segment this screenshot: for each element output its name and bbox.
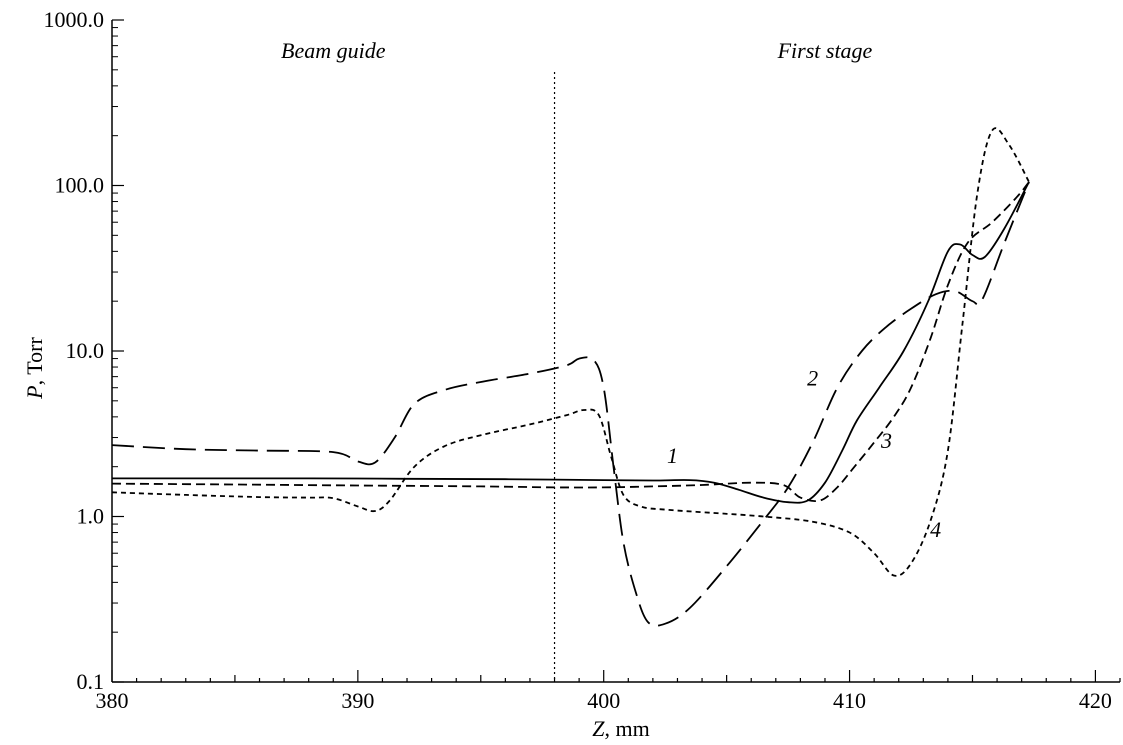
y-tick-label: 1.0: [77, 504, 105, 529]
x-axis-unit: , mm: [605, 716, 650, 741]
y-axis-title: P, Torr: [22, 337, 47, 400]
y-tick-label: 100.0: [55, 173, 105, 198]
series-line-3: [111, 181, 1030, 503]
series-line-4: [111, 127, 1030, 577]
series-labels: 1 2 3 4: [667, 365, 941, 542]
series-line-2: [111, 181, 1030, 627]
region-label: First stage: [777, 38, 873, 63]
tick-labels: 380 390 400 410 420 0.1 1.0 10.0 100.0 1000.0: [44, 7, 1112, 713]
x-axis-symbol: Z: [592, 716, 605, 741]
series-label-2: 2: [807, 365, 818, 390]
x-tick-label: 420: [1079, 688, 1112, 713]
series-label-3: 3: [880, 428, 892, 453]
y-tick-label: 1000.0: [44, 7, 105, 32]
series-label-4: 4: [930, 517, 941, 542]
series-label-1: 1: [667, 443, 678, 468]
axes: [111, 20, 1120, 683]
x-tick-label: 400: [587, 688, 620, 713]
x-axis-title: Z, mm: [592, 716, 649, 741]
y-axis-unit: , Torr: [22, 337, 47, 386]
data-series: [111, 127, 1030, 627]
y-tick-label: 10.0: [66, 338, 105, 363]
tick-marks: [111, 19, 1121, 683]
x-tick-label: 410: [833, 688, 866, 713]
x-tick-label: 390: [341, 688, 374, 713]
region-label: Beam guide: [281, 38, 386, 63]
x-tick-label: 380: [96, 688, 129, 713]
region-labels: Beam guide First stage: [281, 38, 873, 63]
y-axis-symbol: P: [22, 385, 47, 399]
y-tick-label: 0.1: [77, 669, 105, 694]
series-line-1: [112, 181, 1030, 504]
